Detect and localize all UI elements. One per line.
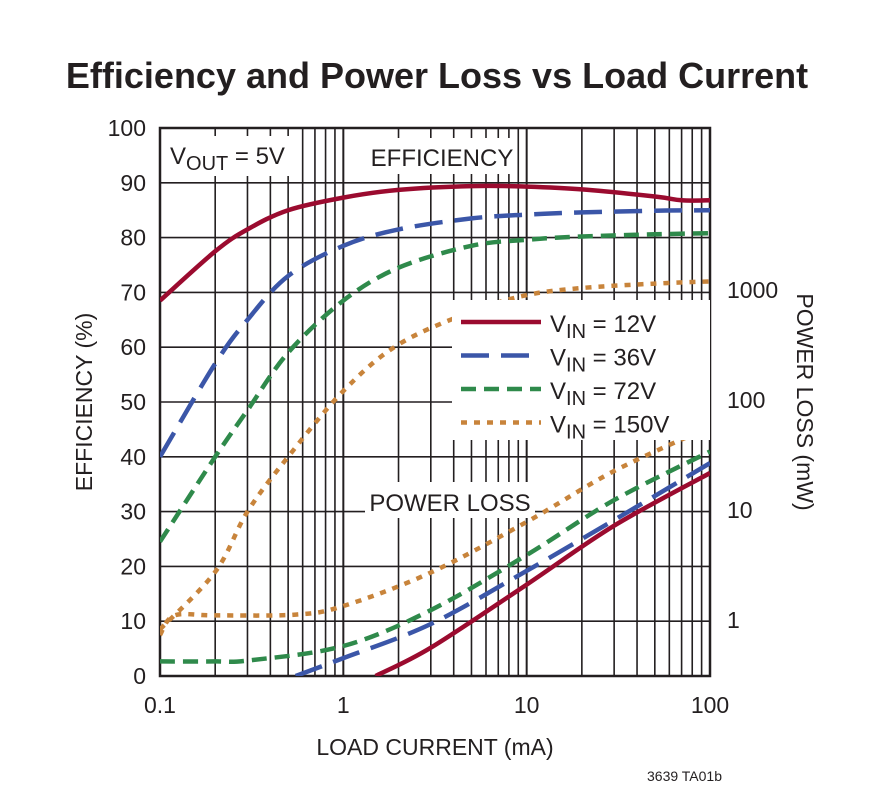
y-tick-label: 30 [120, 499, 146, 525]
footnote: 3639 TA01b [647, 768, 722, 784]
efficiency-line-0 [160, 183, 710, 303]
y2-tick-label: 1000 [727, 277, 778, 303]
x-tick-label: 100 [691, 692, 729, 718]
legend-entry: VIN = 36V [550, 345, 656, 377]
vout-label: VOUT = 5V [170, 143, 285, 175]
efficiency-label-bg [365, 138, 517, 174]
efficiency-line-3 [160, 279, 710, 631]
y2-tick-label: 1 [727, 607, 740, 633]
power-loss-line-3 [160, 424, 710, 637]
x-axis-label: LOAD CURRENT (mA) [316, 734, 553, 760]
chart-title: Efficiency and Power Loss vs Load Curren… [66, 55, 808, 96]
y-tick-label: 40 [120, 444, 146, 470]
power-loss-line-0 [374, 471, 710, 676]
efficiency-label: EFFICIENCY [371, 145, 514, 172]
y-axis-label: EFFICIENCY (%) [71, 313, 97, 491]
power-loss-label-bg [365, 482, 535, 518]
power-loss-line-2 [160, 449, 710, 665]
power-loss-label: POWER LOSS [369, 490, 530, 517]
annotations: VOUT = 5V EFFICIENCY POWER LOSS [163, 136, 535, 518]
y-tick-label: 90 [120, 170, 146, 196]
legend-entry: VIN = 12V [550, 311, 656, 343]
y-tick-label: 20 [120, 553, 146, 579]
y-tick-label: 70 [120, 279, 146, 305]
y2-tick-label: 10 [727, 497, 753, 523]
y2-axis-label: POWER LOSS (mW) [792, 293, 818, 510]
efficiency-line-1 [160, 207, 710, 458]
series-lines [160, 183, 710, 676]
x-tick-label: 10 [514, 692, 540, 718]
x-tick-label: 1 [337, 692, 350, 718]
tick-labels: 0 10 20 30 40 50 60 70 80 90 100 0.1 1 10 100 1 10 100 100… [108, 115, 779, 718]
y-tick-label: 0 [133, 663, 146, 689]
y-tick-label: 50 [120, 389, 146, 415]
y-tick-label: 80 [120, 225, 146, 251]
power-loss-line-1 [294, 461, 710, 676]
y-tick-label: 60 [120, 334, 146, 360]
x-tick-label: 0.1 [144, 692, 176, 718]
vout-label-bg [163, 136, 291, 176]
y2-tick-label: 100 [727, 387, 765, 413]
legend-entry: VIN = 150V [550, 412, 669, 444]
legend-entry: VIN = 72V [550, 378, 656, 410]
y-tick-label: 10 [120, 608, 146, 634]
y-tick-label: 100 [108, 115, 146, 141]
